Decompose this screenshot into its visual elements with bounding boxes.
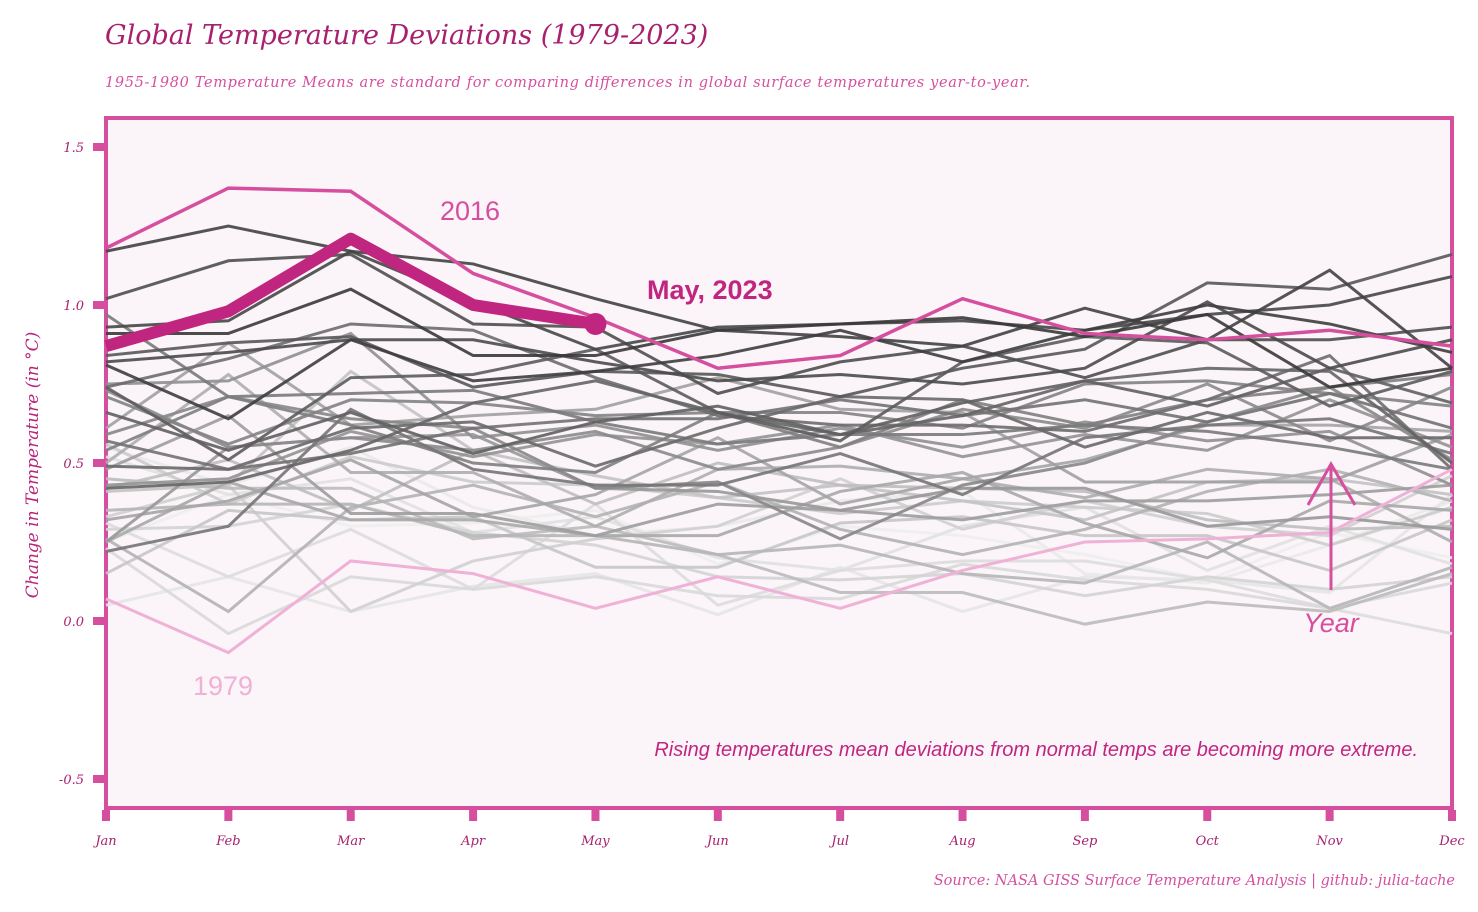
line-2023 <box>104 232 597 352</box>
line-2022 <box>106 287 1453 389</box>
x-tick-label: Nov <box>1315 834 1343 849</box>
line-1987 <box>105 474 1453 614</box>
y-tick-label: 0.5 <box>63 457 84 472</box>
year-arrow-label: Year <box>1303 608 1360 638</box>
line-1991 <box>105 448 1453 531</box>
y-axis: -0.5 0.0 0.5 1.0 1.5 <box>59 141 104 788</box>
year-arrow-icon <box>1306 460 1357 590</box>
line-2021 <box>105 303 1453 421</box>
plot-background <box>104 116 1454 810</box>
x-tick-mark <box>102 810 110 821</box>
line-1982 <box>105 493 1453 617</box>
x-tick-label: Mar <box>336 834 365 849</box>
line-2019 <box>105 249 1453 351</box>
y-tick-label: -0.5 <box>59 773 84 788</box>
x-tick-mark <box>1325 810 1334 821</box>
line-2006 <box>105 373 1453 475</box>
line-1996 <box>105 470 1453 560</box>
line-1989 <box>105 508 1453 575</box>
line-2011 <box>105 395 1452 471</box>
label-1979: 1979 <box>193 671 253 701</box>
y-tick-label: 1.0 <box>63 299 84 314</box>
line-2016 <box>105 186 1453 370</box>
x-tick-label: Jun <box>704 834 729 849</box>
y-tick-label: 1.5 <box>63 141 84 156</box>
x-tick-mark <box>469 810 478 821</box>
line-1984 <box>105 502 1453 636</box>
x-tick-mark <box>958 810 967 821</box>
line-1985 <box>105 547 1453 636</box>
y-tick-mark <box>93 143 104 151</box>
x-tick-label: Oct <box>1196 834 1220 849</box>
line-2014 <box>105 335 1453 462</box>
y-tick-mark <box>93 617 104 625</box>
x-tick-label: Aug <box>948 834 975 849</box>
label-2023: May, 2023 <box>647 275 773 305</box>
x-tick-mark <box>713 810 722 821</box>
x-tick-label: Feb <box>215 834 240 849</box>
x-tick-label: Dec <box>1438 834 1465 849</box>
x-tick-mark <box>1448 810 1456 821</box>
label-2016: 2016 <box>440 196 500 226</box>
x-tick-mark <box>346 810 355 821</box>
line-2013 <box>105 366 1453 456</box>
source-caption: Source: NASA GISS Surface Temperature An… <box>934 873 1455 889</box>
line-1983 <box>105 455 1453 573</box>
x-tick-mark <box>1203 810 1212 821</box>
x-tick-label: Jul <box>828 834 849 849</box>
line-1993 <box>105 502 1453 610</box>
line-1998 <box>105 341 1453 484</box>
line-1999 <box>105 413 1453 538</box>
y-tick-mark <box>93 459 104 467</box>
line-2008 <box>105 407 1453 553</box>
y-tick-label: 0.0 <box>63 615 84 630</box>
y-tick-mark <box>93 775 104 783</box>
chart-subtitle: 1955-1980 Temperature Means are standard… <box>105 75 1030 91</box>
line-2012 <box>105 366 1453 490</box>
line-1986 <box>105 502 1453 598</box>
chart-title: Global Temperature Deviations (1979-2023… <box>105 20 708 51</box>
x-axis: Jan Feb Mar Apr May Jun Jul Aug Sep Oct Nov Dec <box>92 810 1465 849</box>
x-tick-mark <box>591 810 600 821</box>
x-tick-mark <box>224 810 233 821</box>
background-year-lines <box>105 224 1454 636</box>
x-tick-label: May <box>580 834 610 849</box>
chart-note: Rising temperatures mean deviations from… <box>654 739 1418 761</box>
line-2015 <box>105 252 1453 399</box>
line-1979 <box>105 467 1453 655</box>
line-1992 <box>105 477 1453 626</box>
line-2007 <box>105 313 1453 471</box>
x-tick-mark <box>1080 810 1089 821</box>
x-tick-label: Jan <box>92 834 116 849</box>
x-tick-label: Sep <box>1072 834 1098 849</box>
y-axis-label: Change in Temperature (in °C) <box>23 332 43 599</box>
point-may-2023 <box>584 312 607 335</box>
x-tick-mark <box>836 810 845 821</box>
line-1994 <box>105 467 1453 614</box>
y-tick-mark <box>93 301 104 309</box>
highlight-year-lines <box>104 186 1453 655</box>
x-tick-label: Apr <box>460 834 486 849</box>
